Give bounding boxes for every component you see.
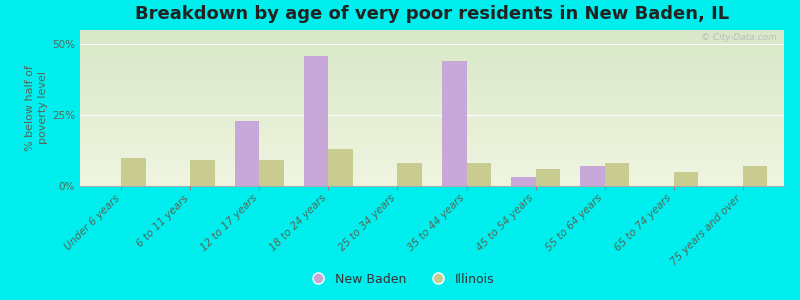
Bar [398,163,422,186]
Bar [605,163,629,186]
Bar [466,163,490,186]
Legend: New Baden, Illinois: New Baden, Illinois [300,268,500,291]
Bar [442,61,466,186]
Bar [535,169,560,186]
Bar [580,166,605,186]
Bar [259,160,284,186]
Bar [122,158,146,186]
Y-axis label: % below half of
poverty level: % below half of poverty level [25,65,48,151]
Bar [304,56,329,186]
Title: Breakdown by age of very poor residents in New Baden, IL: Breakdown by age of very poor residents … [135,5,729,23]
Bar [511,178,535,186]
Bar [742,166,766,186]
Bar [329,149,353,186]
Bar [674,172,698,186]
Text: © City-Data.com: © City-Data.com [701,33,777,42]
Bar [235,121,259,186]
Bar [190,160,214,186]
